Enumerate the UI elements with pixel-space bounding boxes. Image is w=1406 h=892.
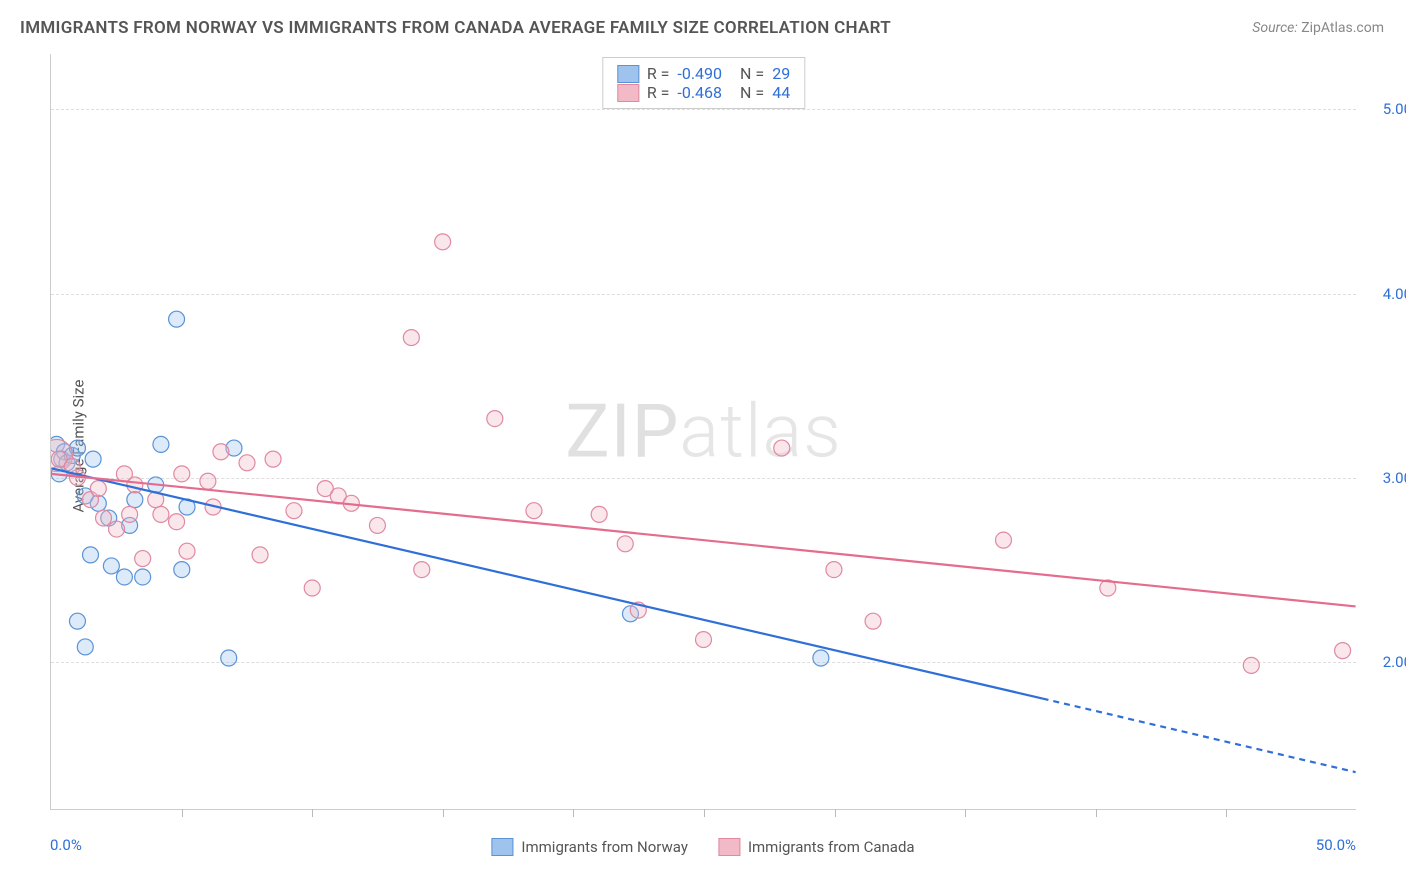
trend-line	[51, 474, 1355, 607]
legend-item-norway: Immigrants from Norway	[491, 838, 688, 856]
chart-title: IMMIGRANTS FROM NORWAY VS IMMIGRANTS FRO…	[20, 18, 891, 38]
y-tick-label: 2.00	[1383, 653, 1406, 671]
x-tick-min: 0.0%	[50, 836, 82, 854]
scatter-point	[69, 613, 85, 629]
stats-row-norway: R = -0.490 N = 29	[617, 64, 790, 83]
scatter-point	[526, 503, 542, 519]
scatter-point	[813, 650, 829, 666]
source-label: Source:	[1252, 20, 1297, 36]
scatter-point	[213, 444, 229, 460]
scatter-point	[696, 632, 712, 648]
scatter-point	[122, 506, 138, 522]
scatter-point	[83, 547, 99, 563]
scatter-point	[174, 562, 190, 578]
scatter-point	[109, 521, 125, 537]
stats-n-norway: 29	[772, 64, 790, 83]
scatter-point	[591, 506, 607, 522]
scatter-point	[77, 639, 93, 655]
scatter-point	[435, 234, 451, 250]
scatter-point	[304, 580, 320, 596]
stats-n-canada: 44	[772, 83, 790, 102]
scatter-point	[103, 558, 119, 574]
scatter-point	[169, 311, 185, 327]
scatter-point	[135, 551, 151, 567]
scatter-point	[221, 650, 237, 666]
scatter-point	[153, 506, 169, 522]
scatter-point	[116, 569, 132, 585]
y-tick-label: 4.00	[1383, 285, 1406, 303]
legend-item-canada: Immigrants from Canada	[718, 838, 915, 856]
stats-r-label: R =	[647, 83, 670, 102]
scatter-point	[1335, 643, 1351, 659]
scatter-point	[265, 451, 281, 467]
legend-label-canada: Immigrants from Canada	[748, 838, 915, 856]
legend-label-norway: Immigrants from Norway	[521, 838, 688, 856]
bottom-legend: Immigrants from Norway Immigrants from C…	[491, 838, 914, 856]
legend-swatch-canada	[718, 838, 740, 856]
trend-line	[51, 468, 1042, 698]
x-tick	[1226, 809, 1227, 817]
x-tick	[573, 809, 574, 817]
scatter-point	[617, 536, 633, 552]
stats-n-label: N =	[740, 64, 764, 83]
scatter-point	[1243, 657, 1259, 673]
x-tick	[182, 809, 183, 817]
scatter-point	[179, 543, 195, 559]
scatter-point	[995, 532, 1011, 548]
x-tick	[443, 809, 444, 817]
x-tick	[965, 809, 966, 817]
swatch-canada	[617, 84, 639, 102]
scatter-point	[239, 455, 255, 471]
scatter-point	[403, 330, 419, 346]
scatter-point	[85, 451, 101, 467]
trend-line	[1043, 699, 1356, 773]
scatter-point	[286, 503, 302, 519]
source-value: ZipAtlas.com	[1301, 20, 1384, 36]
scatter-point	[865, 613, 881, 629]
scatter-point	[200, 473, 216, 489]
scatter-point	[774, 440, 790, 456]
scatter-point	[414, 562, 430, 578]
scatter-point	[169, 514, 185, 530]
x-tick	[1096, 809, 1097, 817]
scatter-point	[127, 492, 143, 508]
x-tick	[312, 809, 313, 817]
swatch-norway	[617, 65, 639, 83]
plot-svg	[51, 54, 1356, 809]
plot-area: ZIPatlas R = -0.490 N = 29 R = -0.468 N …	[50, 54, 1356, 810]
stats-row-canada: R = -0.468 N = 44	[617, 83, 790, 102]
scatter-point	[135, 569, 151, 585]
stats-r-canada: -0.468	[677, 83, 722, 102]
stats-box: R = -0.490 N = 29 R = -0.468 N = 44	[602, 57, 805, 109]
scatter-point	[153, 436, 169, 452]
scatter-point	[252, 547, 268, 563]
legend-swatch-norway	[491, 838, 513, 856]
x-tick	[704, 809, 705, 817]
source-attribution: Source: ZipAtlas.com	[1252, 20, 1384, 36]
scatter-point	[826, 562, 842, 578]
stats-r-norway: -0.490	[677, 64, 722, 83]
x-tick-max: 50.0%	[1316, 836, 1356, 854]
scatter-point	[127, 477, 143, 493]
stats-n-label: N =	[740, 83, 764, 102]
scatter-point	[96, 510, 112, 526]
scatter-point	[90, 481, 106, 497]
scatter-point	[487, 411, 503, 427]
stats-r-label: R =	[647, 64, 670, 83]
scatter-point	[174, 466, 190, 482]
y-tick-label: 3.00	[1383, 469, 1406, 487]
scatter-point	[369, 517, 385, 533]
y-tick-label: 5.00	[1383, 100, 1406, 118]
x-tick	[835, 809, 836, 817]
